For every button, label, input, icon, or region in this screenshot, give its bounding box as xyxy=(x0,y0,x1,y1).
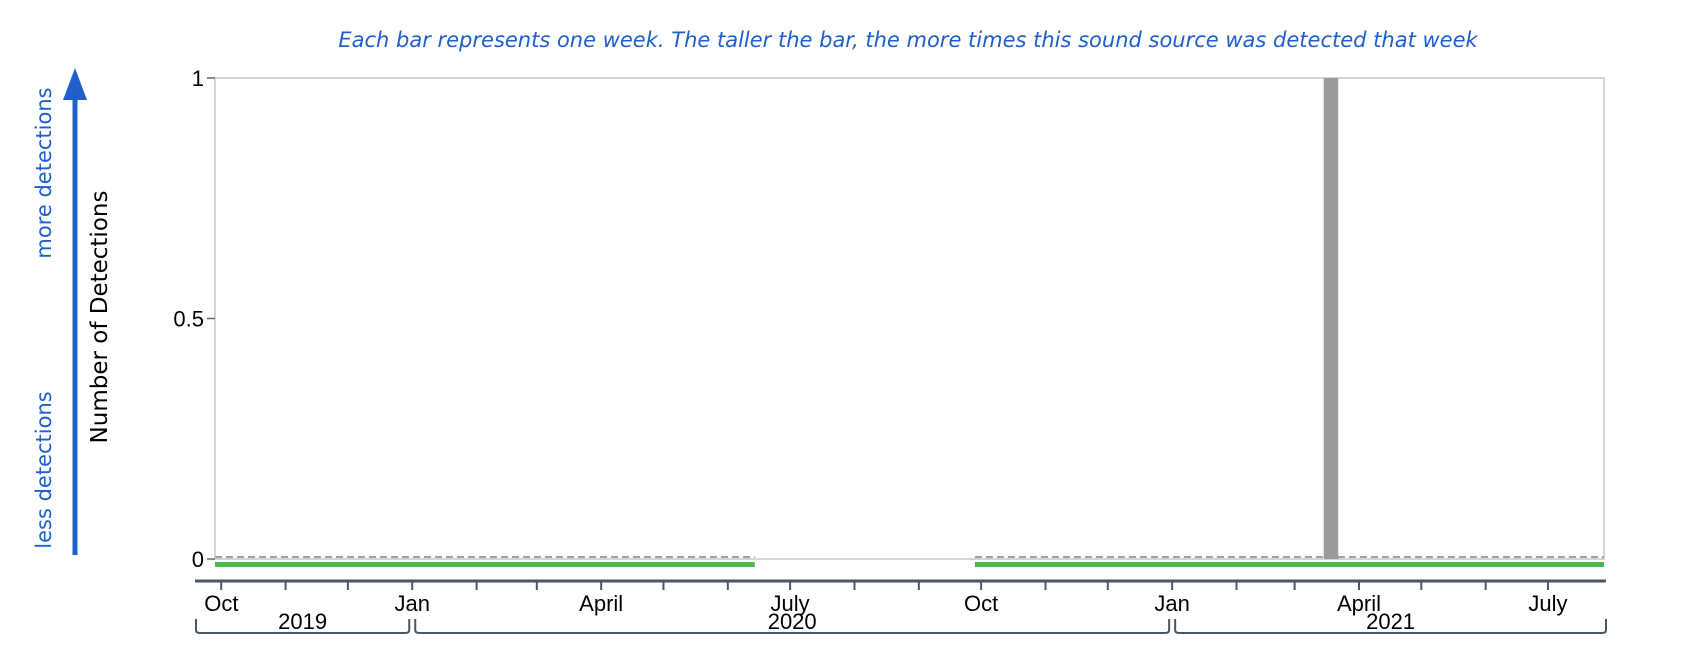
chart-caption: Each bar represents one week. The taller… xyxy=(338,28,1478,52)
year-label: 2021 xyxy=(1366,609,1415,634)
x-month-label: July xyxy=(1528,591,1567,616)
recording-period-bar xyxy=(215,562,755,567)
x-month-label: April xyxy=(579,591,623,616)
recording-period-bar xyxy=(974,562,1604,567)
year-bracket xyxy=(195,619,411,634)
x-month-label: Jan xyxy=(1154,591,1189,616)
year-bracket xyxy=(1174,619,1607,634)
plot-frame xyxy=(214,77,1605,560)
y-tick-label: 0.5 xyxy=(173,307,204,332)
x-month-label: Oct xyxy=(204,591,238,616)
detection-direction-indicator: more detections less detections xyxy=(32,68,87,555)
chart-marks: 0 0.5 1 Oct Jan April July Oct Jan April July 2019 2… xyxy=(173,66,1607,634)
y-tick-label: 1 xyxy=(192,66,204,91)
arrow-up-icon xyxy=(63,68,87,100)
less-detections-label: less detections xyxy=(32,391,56,548)
x-month-label: Oct xyxy=(964,591,998,616)
x-month-label: July xyxy=(771,591,810,616)
x-month-label: April xyxy=(1337,591,1381,616)
x-month-label: Jan xyxy=(394,591,429,616)
detection-bar xyxy=(1323,78,1339,559)
year-bracket xyxy=(414,619,1171,634)
more-detections-label: more detections xyxy=(32,87,56,258)
year-label: 2020 xyxy=(768,609,817,634)
year-label: 2019 xyxy=(278,609,327,634)
y-axis-title: Number of Detections xyxy=(87,191,113,444)
y-tick-label: 0 xyxy=(192,547,204,572)
